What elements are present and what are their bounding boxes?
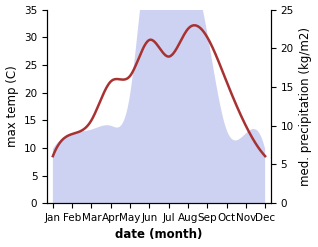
X-axis label: date (month): date (month)	[115, 228, 203, 242]
Y-axis label: max temp (C): max temp (C)	[5, 65, 18, 147]
Y-axis label: med. precipitation (kg/m2): med. precipitation (kg/m2)	[300, 27, 313, 186]
